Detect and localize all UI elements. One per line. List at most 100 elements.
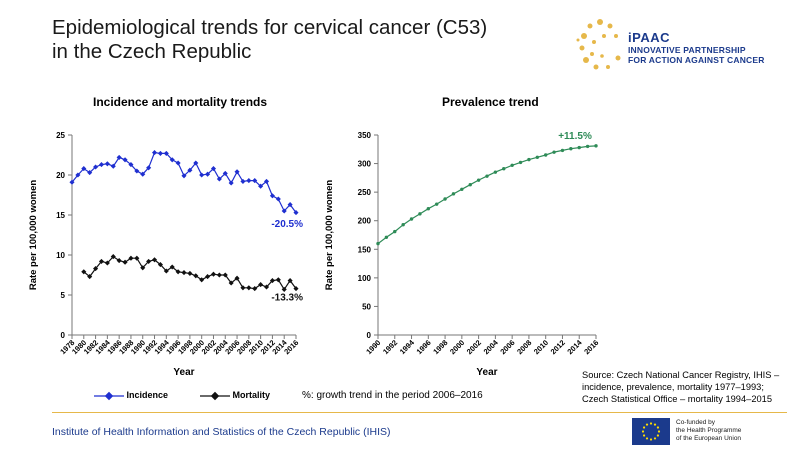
legend-mortality-label: Mortality — [232, 390, 271, 400]
prevalence-chart-y-tick-label: 0 — [367, 331, 372, 340]
incidence-chart-y-tick-label: 5 — [61, 291, 66, 300]
incidence-chart-series-1-point — [222, 272, 228, 278]
prevalence-chart-title: Prevalence trend — [442, 95, 539, 109]
incidence-chart-series-1-point — [193, 273, 199, 279]
ipaac-dots-icon — [576, 19, 621, 70]
prevalence-chart-series-0-point — [468, 183, 472, 187]
incidence-chart-series-0-point — [240, 178, 246, 184]
prevalence-chart-x-tick-label: 1994 — [398, 337, 417, 356]
incidence-chart-series-1-point — [228, 280, 234, 286]
eu-line-3: of the European Union — [676, 435, 742, 442]
prevalence-chart-series-0-point — [552, 150, 556, 154]
incidence-chart-series-1-point — [263, 284, 270, 290]
prevalence-chart-series-0-point — [401, 223, 405, 227]
incidence-chart-series-0-point — [234, 169, 240, 175]
incidence-chart-series-1-point — [199, 277, 205, 283]
source-line-1: Source: Czech National Cancer Registry, … — [582, 370, 780, 380]
incidence-chart-x-label: Year — [173, 367, 194, 378]
logo-name: iPAAC — [628, 30, 670, 45]
incidence-chart-series-1-point — [258, 282, 264, 288]
source-line-2: incidence, prevalence, mortality 1977–19… — [582, 382, 764, 392]
incidence-chart-series-0-point — [140, 171, 146, 177]
incidence-chart-series-0-point — [175, 160, 181, 166]
prevalence-chart-series-0-trend-label: +11.5% — [558, 131, 592, 142]
incidence-chart-series-0-point — [163, 150, 169, 156]
prevalence-chart-x-tick-label: 1992 — [381, 338, 399, 356]
incidence-chart-series-0-point — [151, 150, 158, 156]
prevalence-chart-series-0-point — [418, 212, 422, 216]
incidence-chart-series-1-point — [281, 286, 287, 292]
incidence-chart-series-1-point — [128, 255, 134, 261]
legend-incidence-label: Incidence — [126, 390, 169, 400]
incidence-chart-series-1-point — [87, 274, 93, 280]
incidence-chart-series-0-point — [228, 180, 234, 186]
prevalence-chart-series-0-point — [426, 207, 431, 211]
incidence-chart-series-0-point — [269, 193, 275, 199]
incidence-chart-series-1-point — [269, 278, 275, 284]
incidence-chart-series-0-point — [205, 171, 211, 177]
footer-divider — [52, 412, 787, 413]
incidence-chart-series-0-point — [287, 202, 293, 208]
incidence-chart-series-1-point — [187, 270, 193, 276]
prevalence-chart-series-0-point — [518, 160, 523, 165]
prevalence-chart-x-tick-label: 1990 — [364, 338, 382, 356]
prevalence-chart-x-tick-label: 2014 — [565, 337, 584, 356]
prevalence-chart-y-tick-label: 50 — [362, 302, 371, 311]
prevalence-chart-y-tick-label: 250 — [358, 188, 372, 197]
prevalence-chart-y-tick-label: 300 — [358, 160, 372, 169]
ipaac-logo: iPAAC INNOVATIVE PARTNERSHIP FOR ACTION … — [570, 12, 790, 82]
incidence-chart-series-1-point — [287, 278, 293, 284]
prevalence-chart-series-0-point — [502, 167, 506, 171]
incidence-chart-series-0-point — [293, 210, 299, 216]
prevalence-chart-x-tick-label: 2006 — [498, 338, 516, 356]
prevalence-chart-series-0-point — [451, 192, 456, 196]
prevalence-chart-series-0-point — [543, 153, 548, 157]
prevalence-chart-x-tick-label: 2008 — [515, 338, 533, 356]
prevalence-chart-y-tick-label: 100 — [358, 274, 372, 283]
incidence-chart-series-0-point — [93, 164, 99, 170]
incidence-chart-series-0-trend-label: -20.5% — [271, 219, 303, 230]
incidence-chart-series-1-point — [216, 272, 222, 278]
incidence-chart-y-label: Rate per 100,000 women — [28, 180, 39, 291]
incidence-chart-series-1-point — [234, 275, 240, 281]
prevalence-chart-series-0-point — [409, 217, 414, 221]
page-title-line-2: in the Czech Republic — [52, 40, 252, 63]
prevalence-chart-x-tick-label: 2004 — [482, 337, 501, 356]
legend-incidence: Incidence — [94, 390, 168, 401]
source-note: Source: Czech National Cancer Registry, … — [582, 369, 797, 405]
prevalence-chart-x-tick-label: 2000 — [448, 338, 466, 356]
incidence-chart-series-1-point — [157, 262, 163, 268]
prevalence-chart-series-0-point — [577, 145, 581, 150]
incidence-chart-series-1-point — [169, 264, 175, 270]
page-title-line-1: Epidemiological trends for cervical canc… — [52, 16, 488, 39]
eu-line-2: the Health Programme — [676, 427, 742, 434]
incidence-chart-series-1-point — [240, 285, 246, 291]
incidence-chart-series-0-point — [122, 157, 128, 163]
incidence-chart-series-0-point — [193, 160, 199, 166]
incidence-chart-series-0-point — [210, 166, 217, 172]
logo-subtitle-1: INNOVATIVE PARTNERSHIP — [628, 45, 746, 55]
incidence-chart-series-0-point — [134, 168, 140, 174]
incidence-chart-series-0-point — [116, 154, 122, 160]
incidence-chart-series-0-point — [81, 166, 87, 172]
incidence-chart-series-1-point — [275, 277, 281, 283]
incidence-chart-series-1-point — [163, 268, 169, 274]
incidence-chart-series-0-point — [75, 172, 81, 178]
incidence-chart-series-0-point — [104, 161, 110, 167]
prevalence-chart-series-0-point — [384, 235, 389, 239]
prevalence-chart-y-tick-label: 200 — [358, 217, 372, 226]
prevalence-chart-series-0-point — [476, 178, 481, 182]
prevalence-chart-series-0-point — [535, 155, 540, 159]
incidence-chart-series-0-point — [87, 170, 93, 176]
prevalence-chart-x-tick-label: 1996 — [415, 338, 433, 356]
incidence-chart-title: Incidence and mortality trends — [93, 95, 268, 109]
prevalence-chart-series-0-point — [594, 144, 598, 148]
incidence-chart-series-0-point — [181, 173, 187, 179]
incidence-chart-series-0-point — [246, 178, 252, 184]
incidence-chart-series-1-point — [175, 269, 181, 275]
prevalence-chart-y-tick-label: 350 — [358, 131, 372, 140]
growth-note: %: growth trend in the period 2006–2016 — [302, 390, 483, 401]
incidence-chart-series-0-point — [110, 163, 116, 169]
incidence-chart-series-0-line — [71, 151, 297, 213]
